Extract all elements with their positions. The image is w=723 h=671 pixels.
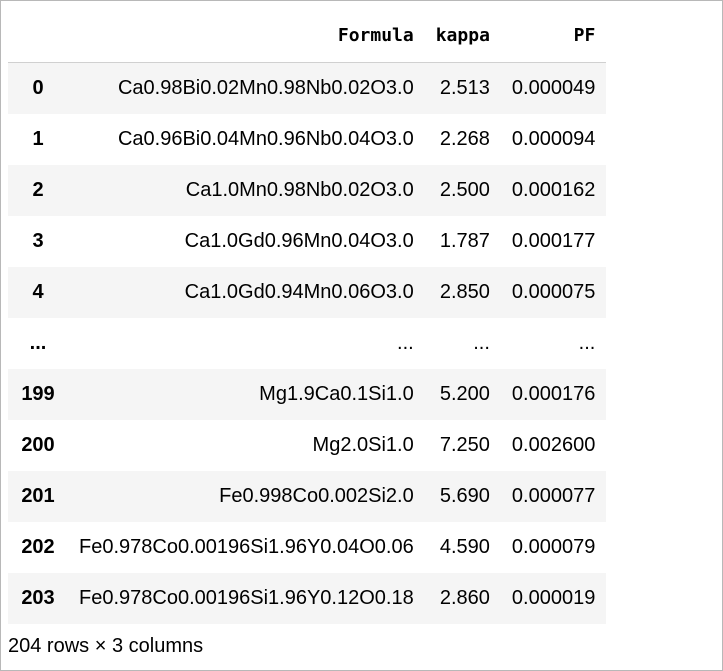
row-index: 0: [32, 76, 44, 99]
cell-pf: 0.000019: [511, 586, 596, 609]
cell-kappa: 2.268: [439, 127, 490, 150]
table-row: 1 Ca0.96Bi0.04Mn0.96Nb0.04O3.0 2.268 0.0…: [8, 113, 607, 165]
header-row: Formula kappa PF: [8, 10, 607, 63]
table-row: 199 Mg1.9Ca0.1Si1.0 5.200 0.000176: [8, 368, 607, 420]
index-column-header: [8, 10, 68, 63]
table-row: 202 Fe0.978Co0.00196Si1.96Y0.04O0.06 4.5…: [8, 521, 607, 573]
cell-kappa: 1.787: [439, 229, 490, 252]
column-header-pf: PF: [500, 10, 607, 63]
cell-kappa: 2.513: [439, 76, 490, 99]
table-row: 3 Ca1.0Gd0.96Mn0.04O3.0 1.787 0.000177: [8, 215, 607, 267]
dataframe-table: Formula kappa PF 0 Ca0.98Bi0.02Mn0.98Nb0…: [8, 10, 607, 624]
table-row: 201 Fe0.998Co0.002Si2.0 5.690 0.000077: [8, 470, 607, 522]
cell-pf: 0.000177: [511, 229, 596, 252]
cell-formula: Ca0.98Bi0.02Mn0.98Nb0.02O3.0: [117, 76, 414, 99]
cell-kappa: 4.590: [439, 535, 490, 558]
cell-pf: 0.000162: [511, 178, 596, 201]
cell-pf: 0.000077: [511, 484, 596, 507]
cell-formula: Fe0.998Co0.002Si2.0: [219, 484, 414, 507]
row-index: 200: [21, 433, 55, 456]
table-row: 203 Fe0.978Co0.00196Si1.96Y0.12O0.18 2.8…: [8, 572, 607, 624]
shape-summary: 204 rows × 3 columns: [8, 635, 204, 657]
cell-kappa: 7.250: [439, 433, 490, 456]
cell-formula: Ca1.0Gd0.94Mn0.06O3.0: [184, 280, 414, 303]
row-index: 2: [32, 178, 44, 201]
table-body: 0 Ca0.98Bi0.02Mn0.98Nb0.02O3.0 2.513 0.0…: [8, 62, 607, 624]
cell-pf: 0.000079: [511, 535, 596, 558]
row-index: ...: [29, 331, 47, 354]
cell-pf: ...: [578, 331, 596, 354]
row-index: 203: [21, 586, 55, 609]
cell-formula: Ca1.0Mn0.98Nb0.02O3.0: [185, 178, 414, 201]
table-row: 2 Ca1.0Mn0.98Nb0.02O3.0 2.500 0.000162: [8, 164, 607, 216]
cell-kappa: 2.500: [439, 178, 490, 201]
cell-formula: Mg2.0Si1.0: [312, 433, 414, 456]
cell-pf: 0.000075: [511, 280, 596, 303]
row-index: 4: [32, 280, 44, 303]
table-header: Formula kappa PF: [8, 10, 607, 63]
cell-formula: Ca0.96Bi0.04Mn0.96Nb0.04O3.0: [117, 127, 414, 150]
cell-formula: ...: [397, 331, 414, 354]
table-row-ellipsis: ... ... ... ...: [8, 317, 607, 369]
cell-kappa: ...: [473, 331, 490, 354]
cell-formula: Ca1.0Gd0.96Mn0.04O3.0: [184, 229, 414, 252]
cell-kappa: 2.860: [439, 586, 490, 609]
cell-formula: Fe0.978Co0.00196Si1.96Y0.12O0.18: [79, 586, 414, 609]
column-header-kappa: kappa: [424, 10, 501, 63]
row-index: 1: [32, 127, 44, 150]
cell-formula: Fe0.978Co0.00196Si1.96Y0.04O0.06: [79, 535, 414, 558]
cell-pf: 0.002600: [511, 433, 596, 456]
table-row: 4 Ca1.0Gd0.94Mn0.06O3.0 2.850 0.000075: [8, 266, 607, 318]
cell-pf: 0.000094: [511, 127, 596, 150]
cell-pf: 0.000176: [511, 382, 596, 405]
row-index: 3: [32, 229, 44, 252]
row-index: 201: [21, 484, 55, 507]
cell-kappa: 5.200: [439, 382, 490, 405]
row-index: 199: [21, 382, 55, 405]
cell-formula: Mg1.9Ca0.1Si1.0: [259, 382, 414, 405]
column-header-formula: Formula: [68, 10, 425, 63]
cell-kappa: 2.850: [439, 280, 490, 303]
cell-pf: 0.000049: [511, 76, 596, 99]
row-index: 202: [21, 535, 55, 558]
table-row: 200 Mg2.0Si1.0 7.250 0.002600: [8, 419, 607, 471]
table-row: 0 Ca0.98Bi0.02Mn0.98Nb0.02O3.0 2.513 0.0…: [8, 62, 607, 114]
cell-kappa: 5.690: [439, 484, 490, 507]
